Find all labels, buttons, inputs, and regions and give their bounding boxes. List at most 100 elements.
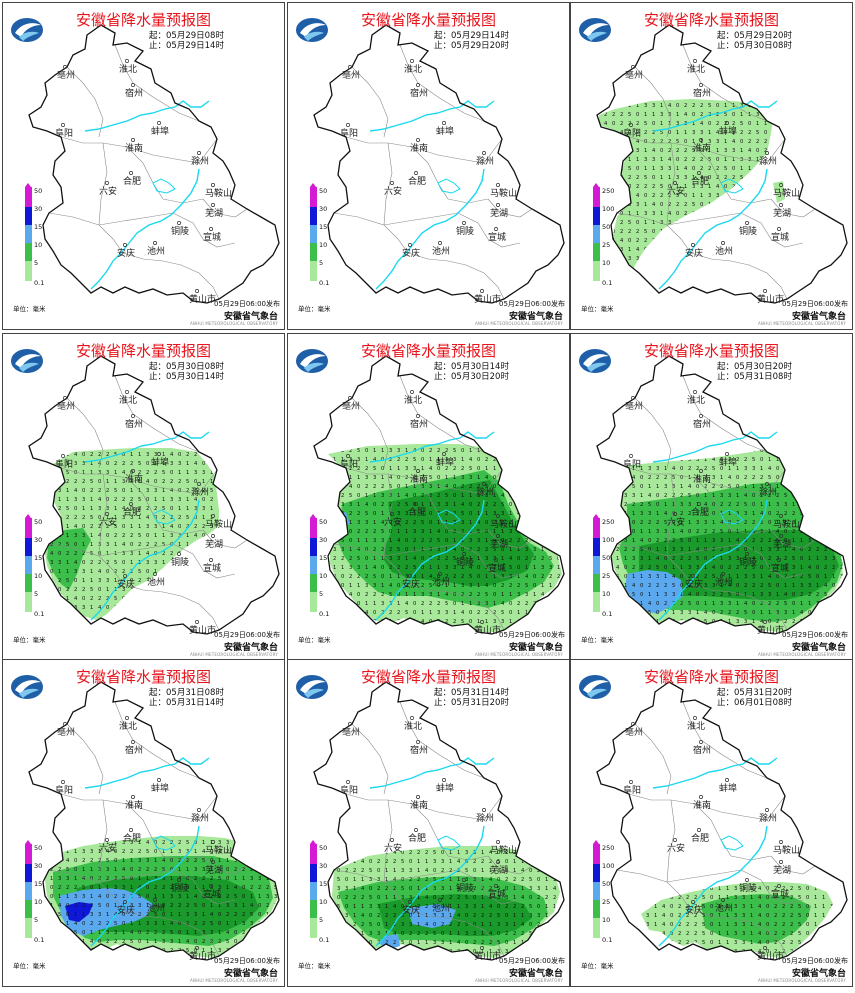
svg-text:1: 1 <box>692 139 695 145</box>
svg-text:2: 2 <box>700 166 703 172</box>
svg-text:0: 0 <box>670 904 673 910</box>
svg-text:0: 0 <box>529 895 532 901</box>
svg-text:2: 2 <box>385 859 388 865</box>
svg-text:1: 1 <box>341 520 344 526</box>
city-marker <box>211 183 215 187</box>
svg-text:2: 2 <box>774 904 777 910</box>
svg-text:2: 2 <box>708 274 711 280</box>
svg-text:2: 2 <box>106 524 109 530</box>
svg-text:1: 1 <box>624 583 627 589</box>
svg-text:0: 0 <box>106 533 109 539</box>
svg-text:3: 3 <box>477 601 480 607</box>
svg-text:0: 0 <box>497 931 500 937</box>
svg-text:2: 2 <box>553 895 556 901</box>
svg-text:2: 2 <box>712 547 715 553</box>
svg-text:1: 1 <box>784 583 787 589</box>
svg-text:3: 3 <box>541 457 544 463</box>
svg-text:4: 4 <box>636 193 640 199</box>
city-label: 阜阳 <box>623 458 641 470</box>
svg-text:1: 1 <box>202 551 205 557</box>
city-marker <box>779 514 783 518</box>
city-label: 池州 <box>715 576 733 588</box>
svg-text:0: 0 <box>397 484 400 490</box>
svg-text:3: 3 <box>266 939 269 945</box>
city-label: 六安 <box>384 185 402 197</box>
svg-text:2: 2 <box>636 229 639 235</box>
svg-text:4: 4 <box>373 565 377 571</box>
svg-text:2: 2 <box>748 184 751 190</box>
svg-text:1: 1 <box>760 574 763 580</box>
svg-text:1: 1 <box>429 457 432 463</box>
svg-text:3: 3 <box>660 274 663 280</box>
svg-text:0: 0 <box>612 121 615 127</box>
svg-text:1: 1 <box>146 939 149 945</box>
county-border <box>114 44 154 98</box>
svg-text:2: 2 <box>258 930 261 936</box>
period-end: 止：05月30日14时 <box>149 372 224 382</box>
svg-text:2: 2 <box>365 484 368 490</box>
svg-text:4: 4 <box>557 502 561 508</box>
forecast-panel: 亳州 淮北 宿州 阜阳 蚌埠 淮南 滁州 六安 合肥 马鞍山 芜湖 铜陵 宣城 安庆 池州 黄山市 安徽省降水… <box>287 2 570 330</box>
legend-tick-label: 250 <box>602 187 615 195</box>
svg-text:1: 1 <box>740 148 743 154</box>
svg-text:2: 2 <box>612 112 615 118</box>
svg-text:3: 3 <box>50 452 53 458</box>
svg-text:1: 1 <box>824 466 827 472</box>
svg-text:1: 1 <box>768 529 771 535</box>
svg-text:1: 1 <box>481 949 484 955</box>
city-label: 宿州 <box>693 744 711 756</box>
svg-text:0: 0 <box>258 903 261 909</box>
cma-logo-icon <box>296 675 328 699</box>
svg-text:0: 0 <box>441 877 444 883</box>
svg-text:1: 1 <box>696 538 699 544</box>
svg-text:2: 2 <box>694 886 697 892</box>
city-marker <box>177 221 181 225</box>
svg-text:2: 2 <box>686 886 689 892</box>
svg-text:2: 2 <box>90 858 93 864</box>
svg-text:1: 1 <box>66 560 69 566</box>
svg-text:4: 4 <box>485 475 489 481</box>
svg-text:2: 2 <box>477 547 480 553</box>
svg-text:2: 2 <box>441 895 444 901</box>
forecast-panel: 亳州 淮北 宿州 阜阳 蚌埠 淮南 滁州 六安 合肥 马鞍山 芜湖 铜陵 宣城 安庆 池州 黄山市 安徽省降水… <box>2 2 285 330</box>
legend-swatch <box>25 207 32 225</box>
legend-arrow-icon <box>310 840 316 844</box>
svg-text:2: 2 <box>720 592 723 598</box>
svg-text:1: 1 <box>644 220 647 226</box>
unit-label: 单位：毫米 <box>298 305 331 313</box>
city-label: 蚌埠 <box>719 782 737 794</box>
svg-text:2: 2 <box>485 457 488 463</box>
legend-arrow-icon <box>593 514 599 518</box>
svg-text:1: 1 <box>736 574 739 580</box>
svg-text:2: 2 <box>694 895 697 901</box>
legend-swatch <box>25 574 32 592</box>
svg-text:1: 1 <box>429 610 432 616</box>
svg-text:4: 4 <box>652 202 656 208</box>
svg-text:1: 1 <box>628 247 631 253</box>
svg-text:0: 0 <box>557 556 560 562</box>
svg-text:0: 0 <box>736 475 739 481</box>
svg-text:0: 0 <box>710 895 713 901</box>
svg-text:2: 2 <box>122 849 125 855</box>
svg-text:2: 2 <box>652 247 655 253</box>
svg-text:2: 2 <box>353 895 356 901</box>
svg-text:5: 5 <box>509 457 512 463</box>
svg-text:4: 4 <box>194 461 198 467</box>
svg-text:0: 0 <box>497 877 500 883</box>
legend-swatch <box>593 574 600 592</box>
svg-text:2: 2 <box>541 574 544 580</box>
svg-text:1: 1 <box>146 903 149 909</box>
svg-text:5: 5 <box>704 619 707 625</box>
svg-text:4: 4 <box>393 931 397 937</box>
svg-text:2: 2 <box>477 592 480 598</box>
svg-text:2: 2 <box>194 876 197 882</box>
svg-text:4: 4 <box>154 903 158 909</box>
city-label: 铜陵 <box>171 225 189 237</box>
svg-text:4: 4 <box>840 493 844 499</box>
svg-text:4: 4 <box>521 895 525 901</box>
svg-text:1: 1 <box>373 448 376 454</box>
svg-text:2: 2 <box>545 895 548 901</box>
svg-text:0: 0 <box>445 529 448 535</box>
svg-text:2: 2 <box>154 542 157 548</box>
